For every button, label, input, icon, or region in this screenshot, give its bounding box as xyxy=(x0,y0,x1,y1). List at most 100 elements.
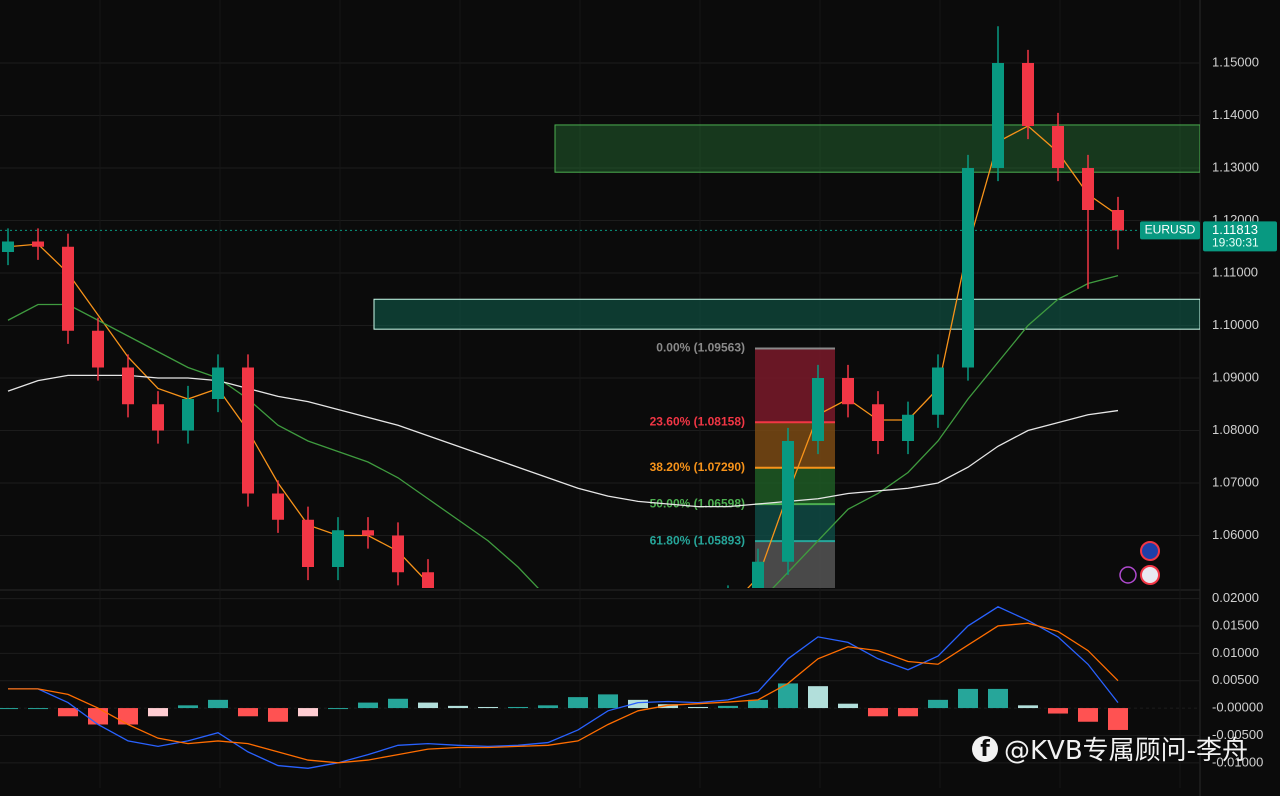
macd-histogram-bar xyxy=(598,694,618,709)
macd-histogram-bar xyxy=(478,706,498,709)
macd-tick-label: 0.01500 xyxy=(1212,617,1259,632)
macd-histogram-bar xyxy=(58,708,78,717)
candle-body xyxy=(812,378,824,441)
candle-body xyxy=(302,519,314,567)
macd-tick-label: 0.02000 xyxy=(1212,590,1259,605)
macd-histogram-bar xyxy=(748,699,768,709)
watermark-text: @KVB专属顾问-李舟 xyxy=(1004,736,1249,766)
moving-average xyxy=(7,374,1119,508)
macd-tick-label: 0.00500 xyxy=(1212,672,1259,687)
macd-histogram-bar xyxy=(238,708,258,717)
candle-body xyxy=(752,561,764,588)
macd-tick-label: -0.00000 xyxy=(1212,700,1263,715)
macd-histogram-bar xyxy=(88,708,108,725)
y-tick-label: 1.15000 xyxy=(1212,54,1259,69)
y-tick-label: 1.11000 xyxy=(1212,264,1258,279)
macd-histogram-bar xyxy=(28,708,48,710)
macd-histogram-bar xyxy=(988,688,1008,709)
macd-panel xyxy=(0,606,1128,769)
macd-histogram-bar xyxy=(868,708,888,717)
candle-body xyxy=(92,330,104,368)
candle-body xyxy=(392,535,404,573)
macd-histogram-bar xyxy=(508,706,528,709)
candle-body xyxy=(842,378,854,405)
macd-histogram-bar xyxy=(298,708,318,717)
countdown-label: 19:30:31 xyxy=(1212,235,1259,249)
y-tick-label: 1.14000 xyxy=(1212,107,1259,122)
macd-histogram-bar xyxy=(148,708,168,717)
fib-band xyxy=(755,504,835,542)
zone xyxy=(554,124,1200,173)
candle-body xyxy=(32,241,44,247)
macd-histogram-bar xyxy=(448,705,468,709)
macd-histogram-bar xyxy=(178,705,198,709)
macd-histogram-bar xyxy=(1108,708,1128,730)
macd-line xyxy=(8,606,1119,769)
macd-histogram-bar xyxy=(208,699,228,709)
zone xyxy=(373,298,1200,330)
candle-body xyxy=(2,241,14,252)
fib-band xyxy=(755,467,835,505)
macd-histogram-bar xyxy=(808,686,828,709)
signal-line xyxy=(8,622,1119,764)
fib-label: 0.00% (1.09563) xyxy=(656,341,745,355)
candle-body xyxy=(1082,168,1094,210)
macd-histogram-bar xyxy=(928,699,948,709)
price-axis: 1.06000 1.07000 1.08000 1.09000 1.10000 1.110… xyxy=(1140,54,1277,769)
candle-body xyxy=(962,168,974,368)
y-tick-label: 1.13000 xyxy=(1212,159,1259,174)
price-panel: 0.00% (1.09563) 23.60% (1.08158) 38.20% (1… xyxy=(0,26,1200,588)
y-tick-label: 1.08000 xyxy=(1212,422,1259,437)
fib-label: 38.20% (1.07290) xyxy=(650,460,745,474)
symbol-label: EURUSD xyxy=(1145,222,1196,236)
candle-body xyxy=(1112,210,1124,231)
macd-histogram-bar xyxy=(118,708,138,725)
macd-histogram-bar xyxy=(628,699,648,709)
candle-body xyxy=(332,530,344,567)
macd-histogram-bar xyxy=(1018,705,1038,709)
candle-body xyxy=(782,441,794,562)
macd-histogram-bar xyxy=(388,698,408,709)
candle-body xyxy=(422,572,434,588)
last-price-label: 1.11813 xyxy=(1212,222,1258,237)
macd-histogram-bar xyxy=(0,708,18,710)
macd-histogram-bar xyxy=(568,697,588,709)
candle-body xyxy=(62,246,74,331)
candle-body xyxy=(122,367,134,405)
y-tick-label: 1.10000 xyxy=(1212,317,1259,332)
symbol-tag xyxy=(1140,221,1200,240)
macd-tick-label: -0.01000 xyxy=(1212,754,1263,769)
macd-tick-label: -0.00500 xyxy=(1212,727,1263,742)
candle-body xyxy=(242,367,254,494)
price-tag xyxy=(1203,221,1277,252)
macd-histogram-bar xyxy=(358,702,378,709)
candle-body xyxy=(212,367,224,399)
macd-histogram-bar xyxy=(718,705,738,709)
macd-tick-label: 0.01000 xyxy=(1212,645,1259,660)
fib-label: 23.60% (1.08158) xyxy=(650,414,745,428)
macd-histogram-bar xyxy=(538,705,558,709)
macd-histogram-bar xyxy=(1078,708,1098,722)
candle-body xyxy=(872,404,884,441)
candle-body xyxy=(902,414,914,441)
candle-body xyxy=(1052,126,1064,168)
candle-body xyxy=(932,367,944,415)
macd-histogram-bar xyxy=(1048,708,1068,714)
macd-histogram-bar xyxy=(418,702,438,709)
candle-body xyxy=(362,530,374,536)
macd-histogram-bar xyxy=(778,683,798,709)
facebook-icon: f xyxy=(972,735,998,762)
candle-body xyxy=(152,404,164,431)
candle-body xyxy=(272,493,284,520)
y-tick-label: 1.06000 xyxy=(1212,527,1259,542)
macd-histogram-bar xyxy=(898,708,918,717)
candle-body xyxy=(182,399,194,431)
macd-histogram-bar xyxy=(268,708,288,722)
candle-body xyxy=(992,63,1004,168)
fib-label: 61.80% (1.05893) xyxy=(650,533,745,547)
currency-icons xyxy=(1119,541,1160,585)
macd-histogram-bar xyxy=(658,704,678,709)
macd-histogram-bar xyxy=(958,688,978,709)
